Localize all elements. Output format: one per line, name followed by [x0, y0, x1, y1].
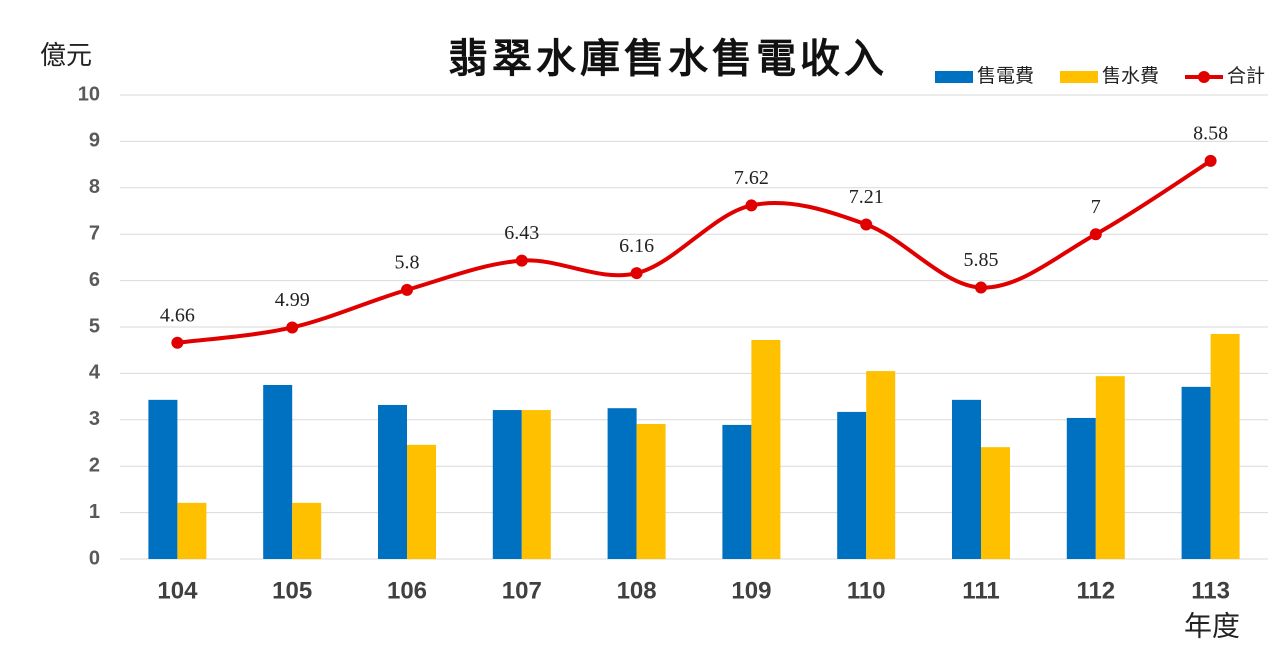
- bar: [1210, 333, 1240, 559]
- line-marker: [745, 199, 758, 212]
- x-tick-label: 104: [157, 577, 198, 604]
- x-tick-label: 112: [1076, 577, 1115, 604]
- bar: [636, 423, 666, 559]
- y-tick-label: 6: [89, 269, 100, 291]
- x-tick-label: 111: [962, 577, 999, 604]
- line-marker: [401, 283, 413, 296]
- y-tick-label: 2: [89, 454, 100, 476]
- bar: [521, 410, 551, 559]
- bar: [492, 410, 522, 559]
- bar: [407, 444, 436, 559]
- line: [177, 159, 1212, 345]
- line-marker: [1204, 154, 1217, 167]
- x-axis-label: 年度: [1184, 610, 1240, 643]
- bar: [148, 399, 178, 559]
- bar: [263, 385, 293, 559]
- line-marker: [1089, 228, 1102, 241]
- x-tick-label: 106: [387, 577, 427, 604]
- y-tick-label: 10: [78, 83, 100, 105]
- bar: [751, 339, 781, 559]
- y-tick-label: 4: [89, 362, 101, 384]
- legend-swatch: [1198, 71, 1210, 83]
- y-tick-label: 7: [89, 222, 100, 244]
- legend-label: 售水費: [1102, 65, 1159, 87]
- bar: [607, 408, 637, 559]
- line-marker: [860, 218, 873, 231]
- line-marker: [630, 267, 643, 280]
- x-tick-label: 107: [502, 577, 542, 604]
- bar: [837, 411, 867, 559]
- legend-label: 合計: [1227, 65, 1265, 87]
- y-axis-label: 億元: [40, 41, 92, 71]
- x-tick-label: 105: [272, 577, 312, 604]
- data-label: 6.43: [504, 222, 539, 244]
- y-tick-label: 0: [89, 547, 100, 569]
- line-marker: [515, 254, 528, 267]
- data-label: 8.58: [1193, 122, 1228, 144]
- bar: [981, 447, 1010, 559]
- data-label: 4.99: [275, 289, 310, 311]
- legend-swatch: [1060, 71, 1098, 83]
- bar: [1181, 386, 1211, 559]
- bar: [866, 371, 896, 559]
- x-tick-label: 109: [731, 577, 771, 604]
- line-marker: [171, 336, 184, 349]
- y-tick-label: 9: [89, 130, 100, 152]
- y-tick-label: 8: [89, 176, 100, 198]
- data-label: 6.16: [619, 235, 654, 257]
- line-marker: [975, 281, 987, 294]
- bar: [292, 502, 322, 559]
- legend-swatch: [935, 71, 973, 83]
- bar: [1095, 376, 1125, 559]
- chart-title: 翡翠水庫售水售電收入: [448, 35, 888, 82]
- x-tick-label: 108: [617, 577, 657, 604]
- data-label: 7.21: [849, 186, 884, 208]
- y-tick-label: 1: [89, 501, 100, 523]
- x-tick-label: 110: [847, 577, 886, 604]
- line-marker: [286, 321, 299, 334]
- y-tick-label: 5: [89, 315, 100, 337]
- data-label: 7: [1091, 196, 1101, 218]
- bar: [378, 404, 407, 559]
- data-label: 5.8: [395, 251, 420, 273]
- x-tick-label: 113: [1191, 577, 1230, 604]
- data-label: 7.62: [734, 167, 769, 189]
- bar: [722, 424, 752, 559]
- bar: [1066, 417, 1096, 559]
- data-label: 4.66: [160, 304, 195, 326]
- bar: [177, 502, 207, 559]
- legend-label: 售電費: [977, 65, 1034, 87]
- bar: [952, 399, 981, 559]
- y-tick-label: 3: [89, 408, 100, 430]
- data-label: 5.85: [964, 249, 999, 271]
